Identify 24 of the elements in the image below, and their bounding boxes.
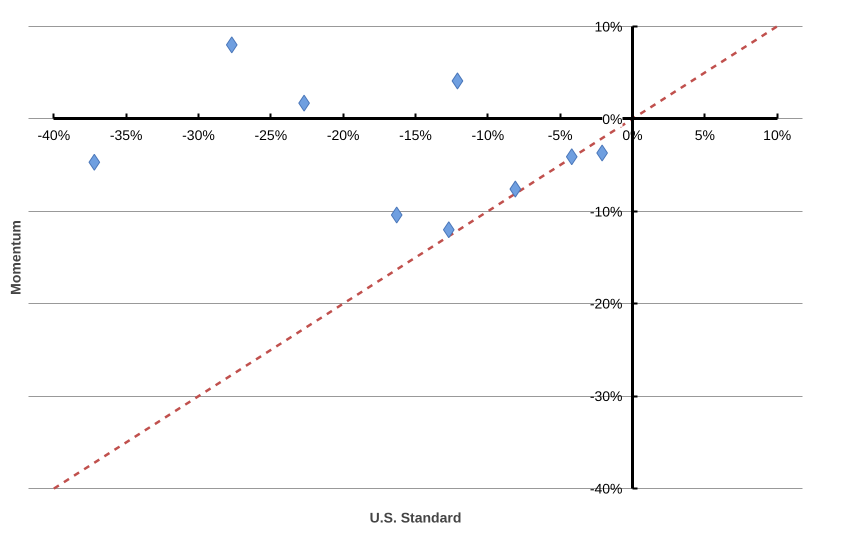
x-tick-label: -15% (399, 126, 432, 143)
y-tick-label: -20% (590, 296, 623, 312)
x-tick-label: -10% (471, 126, 504, 143)
x-tick-label: 10% (763, 126, 792, 143)
x-tick-label: -30% (182, 126, 215, 143)
point (566, 148, 578, 166)
point (442, 221, 455, 238)
x-tick-label: 5% (694, 126, 715, 143)
x-tick-label: -20% (326, 126, 360, 143)
x-tick-label: -35% (110, 126, 142, 143)
y-axis-title: Momentum (8, 220, 24, 295)
y-tick-label: -40% (590, 480, 623, 497)
point (226, 36, 238, 54)
point (88, 154, 100, 171)
x-tick-label: -5% (548, 126, 573, 143)
x-tick-label: -40% (37, 126, 70, 143)
point (509, 180, 522, 198)
y-tick-label: 0% (602, 110, 623, 127)
y-tick-label: 10% (594, 18, 623, 34)
point (390, 206, 403, 224)
x-axis-title: U.S. Standard (370, 510, 462, 526)
y-tick-label: -10% (590, 203, 623, 220)
x-tick-label: -25% (254, 126, 288, 143)
y-tick-label: -30% (590, 388, 623, 404)
